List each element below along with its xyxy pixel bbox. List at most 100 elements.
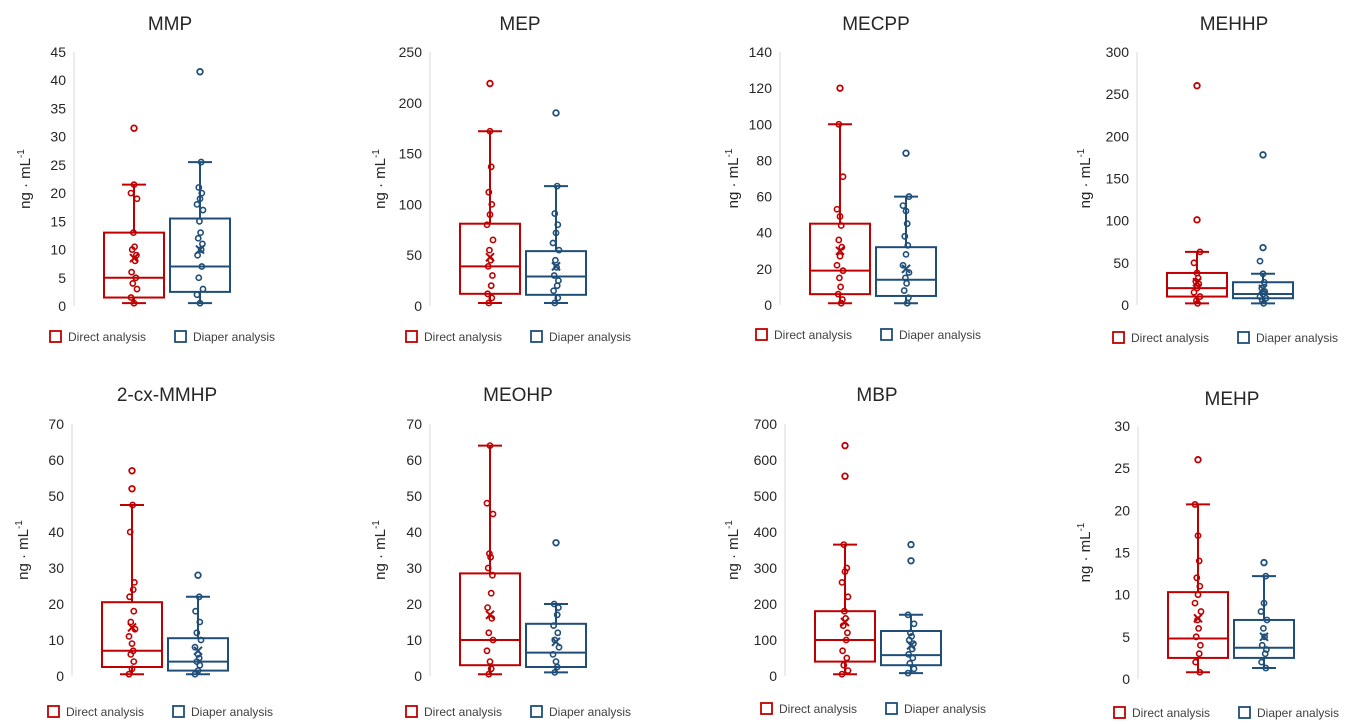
data-point	[1196, 293, 1204, 300]
data-point	[905, 294, 912, 302]
data-point	[128, 268, 135, 276]
data-point	[485, 629, 493, 637]
mean-marker	[1258, 284, 1268, 294]
y-tick-label: 100	[754, 632, 778, 648]
data-point	[1262, 294, 1270, 302]
data-point	[843, 564, 851, 572]
data-point	[837, 299, 845, 307]
y-tick-label: 400	[754, 524, 778, 540]
data-point	[549, 651, 557, 658]
data-point	[839, 647, 846, 655]
data-point	[487, 665, 495, 673]
data-point	[484, 604, 491, 611]
y-tick-label: 60	[48, 452, 64, 468]
outlier-point	[128, 467, 136, 475]
data-point	[839, 173, 847, 181]
data-point	[550, 600, 558, 608]
data-point	[1196, 248, 1204, 256]
data-point	[486, 658, 494, 665]
data-point	[904, 241, 912, 249]
data-point	[553, 611, 561, 619]
legend: Direct analysis Diaper analysis	[47, 705, 273, 719]
data-point	[901, 232, 909, 240]
data-point	[191, 643, 199, 651]
data-point	[488, 571, 496, 579]
data-point	[1190, 288, 1198, 296]
chart-title: MEOHP	[483, 385, 553, 406]
data-point	[129, 229, 137, 237]
y-tick-label: 35	[50, 100, 66, 116]
y-tick-label: 100	[399, 196, 423, 212]
y-tick-label: 150	[399, 146, 423, 162]
data-point	[487, 163, 495, 171]
data-point	[835, 120, 843, 128]
y-axis-label: ng · mL-1	[724, 148, 742, 208]
mean-marker	[551, 637, 561, 647]
data-point	[1262, 572, 1270, 580]
y-tick-label: 60	[756, 189, 772, 205]
data-point	[1258, 658, 1265, 666]
data-point	[1193, 269, 1201, 277]
y-tick-label: 30	[406, 560, 422, 576]
legend: Direct analysis Diaper analysis	[755, 328, 981, 342]
data-point	[133, 195, 141, 203]
outlier-point	[841, 441, 849, 450]
mean-marker	[127, 622, 137, 633]
y-tick-label: 50	[48, 488, 64, 504]
data-point	[484, 290, 491, 298]
chart-panel-4: 2-cx-MMHP ng · mL-1 0 10 20 30 40 50 60 70 Direct …	[14, 385, 273, 719]
series-diaper	[880, 540, 942, 677]
mean-marker	[193, 646, 203, 656]
mean-marker	[1193, 613, 1203, 623]
data-point	[483, 499, 491, 507]
data-point	[1195, 625, 1202, 632]
mean-marker	[906, 640, 916, 651]
chart-panel-6: MBP ng · mL-1 0 100 200 300 400 500 600 700 Direct…	[724, 385, 986, 716]
data-point	[905, 651, 912, 658]
data-point	[195, 274, 203, 282]
y-tick-label: 100	[749, 116, 773, 132]
data-point	[836, 213, 844, 220]
series-diaper	[169, 68, 231, 307]
outlier-point	[1260, 558, 1268, 567]
data-point	[1259, 270, 1267, 278]
legend: Direct analysis Diaper analysis	[49, 330, 275, 344]
data-point	[902, 250, 910, 258]
data-point	[904, 669, 912, 677]
data-point	[484, 262, 492, 270]
y-tick-label: 50	[1113, 255, 1129, 271]
data-point	[130, 181, 138, 189]
data-point	[833, 261, 841, 269]
legend-swatch-direct	[755, 328, 768, 341]
series-direct	[103, 124, 165, 307]
data-point	[485, 246, 493, 254]
data-point	[193, 200, 201, 208]
data-point	[129, 501, 136, 509]
y-tick-label: 200	[754, 596, 778, 612]
data-point	[907, 629, 914, 637]
data-point	[1258, 641, 1266, 649]
data-point	[1194, 591, 1202, 599]
legend-label-diaper: Diaper analysis	[1256, 331, 1338, 345]
chart-title: MECPP	[842, 14, 910, 35]
data-point	[908, 633, 915, 640]
legend-label-direct: Direct analysis	[779, 702, 857, 716]
data-point	[1260, 278, 1268, 286]
legend-label-diaper: Diaper analysis	[899, 328, 981, 342]
legend-swatch-diaper	[174, 330, 187, 343]
y-tick-label: 500	[754, 488, 778, 504]
data-point	[483, 647, 491, 655]
data-point	[836, 252, 844, 260]
data-point	[549, 239, 557, 247]
data-point	[550, 622, 557, 629]
mean-marker	[835, 246, 845, 256]
outlier-point	[552, 539, 560, 547]
data-point	[844, 593, 852, 601]
legend-swatch-direct	[47, 705, 60, 718]
data-point	[199, 206, 207, 214]
y-tick-label: 200	[399, 95, 423, 111]
y-tick-label: 20	[756, 261, 772, 277]
data-point	[833, 205, 841, 213]
legend: Direct analysis Diaper analysis	[405, 330, 631, 344]
